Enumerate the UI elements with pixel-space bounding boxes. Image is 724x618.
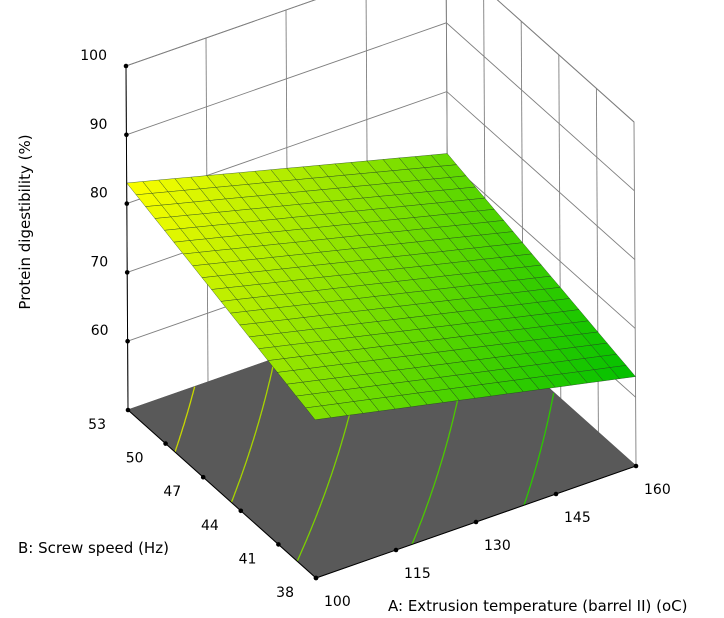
y-tick-mark	[163, 441, 168, 446]
y-axis-line	[127, 409, 317, 579]
z-tick-label: 80	[90, 186, 108, 202]
z-tick-mark	[124, 132, 129, 138]
contour-line	[174, 386, 196, 453]
z-axis-title: Protein digestibility (%)	[16, 134, 34, 309]
y-tick-label: 44	[201, 518, 219, 534]
y-axis-title: B: Screw speed (Hz)	[18, 539, 169, 557]
x-tick-label: 160	[644, 482, 671, 498]
y-tick-mark	[125, 407, 131, 413]
x-tick-label: 130	[484, 538, 511, 554]
x-axis-title: A: Extrusion temperature (barrel II) (oC…	[388, 597, 688, 615]
z-tick-mark	[124, 270, 130, 275]
x-tick-label: 100	[324, 594, 351, 610]
z-tick-mark	[123, 63, 129, 69]
x-tick-mark	[553, 491, 559, 497]
x-tick-label: 115	[404, 566, 431, 582]
x-tick-mark	[393, 547, 399, 553]
z-tick-mark	[124, 201, 130, 206]
contour-line	[523, 393, 555, 506]
x-tick-label: 145	[564, 510, 591, 526]
y-tick-label: 47	[163, 484, 181, 500]
y-tick-label: 50	[126, 451, 144, 467]
z-tick-label: 60	[91, 323, 109, 339]
response-surface	[126, 153, 636, 421]
x-tick-mark	[473, 519, 479, 525]
z-axis-line	[125, 65, 129, 411]
tick-labels: 100 115 130 145 160 38 41 44 47 50 53 60 70 80 90 100	[80, 48, 670, 610]
gridline-z	[125, 0, 635, 123]
y-tick-label: 41	[239, 551, 257, 567]
z-tick-label: 90	[90, 117, 108, 133]
gridline-z	[126, 22, 635, 192]
y-tick-mark	[313, 575, 319, 581]
surface-cell	[609, 365, 636, 379]
z-tick-mark	[125, 338, 130, 344]
z-tick-label: 100	[80, 48, 107, 64]
y-tick-label: 38	[276, 585, 294, 601]
y-tick-mark	[276, 542, 281, 547]
y-tick-label: 53	[88, 417, 106, 433]
y-tick-mark	[200, 474, 206, 480]
contour-line	[230, 358, 276, 503]
z-tick-label: 70	[90, 254, 108, 270]
gridline-z	[126, 91, 636, 260]
y-tick-mark	[238, 508, 244, 514]
x-tick-mark	[633, 463, 639, 469]
